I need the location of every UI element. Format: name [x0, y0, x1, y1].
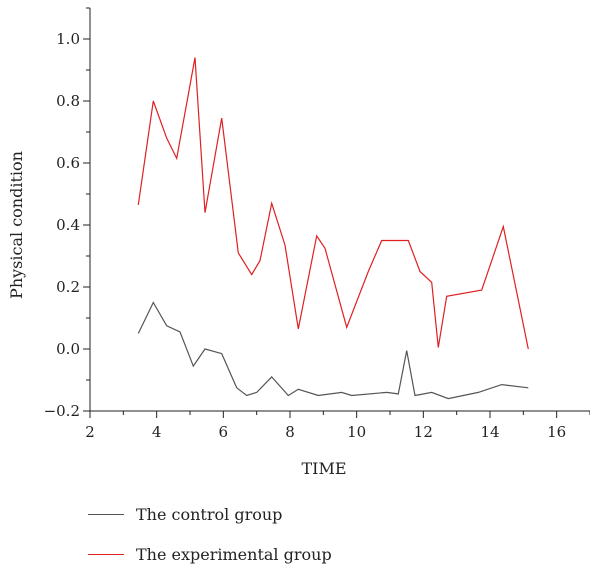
ticks: 2 4 6 8 10 12 14 16 −0.2 0.0 0.2 0.4 0.6 0.8 1.0: [44, 7, 590, 441]
x-tick-label: 2: [85, 423, 95, 441]
y-axis-title: Physical condition: [7, 151, 26, 299]
legend-item-control: The control group: [88, 500, 332, 528]
series-line-experimental: [137, 57, 529, 350]
x-tick-label: 6: [219, 423, 229, 441]
line-chart: 2 4 6 8 10 12 14 16−0.20.00.20.40.60.81.0 TIME …: [7, 7, 590, 478]
y-tick-label: 1.0: [56, 30, 80, 48]
x-axis-title: TIME: [301, 459, 346, 478]
legend-label-control: The control group: [136, 504, 283, 524]
series-line-control: [137, 301, 529, 400]
y-tick-label: 0.0: [56, 340, 80, 358]
legend-swatch-experimental: [88, 553, 124, 555]
x-tick-label: 8: [285, 423, 295, 441]
legend: The control group The experimental group: [88, 500, 332, 580]
y-tick-label: 0.6: [56, 154, 80, 172]
y-tick-label: 0.4: [56, 216, 80, 234]
y-tick-label: −0.2: [44, 402, 80, 420]
legend-label-experimental: The experimental group: [136, 544, 332, 564]
y-tick-label: 0.8: [56, 92, 80, 110]
x-tick-label: 12: [414, 423, 433, 441]
x-tick-label: 16: [547, 423, 566, 441]
x-tick-label: 14: [480, 423, 499, 441]
x-tick-label: 10: [347, 423, 366, 441]
axes: [89, 8, 590, 412]
x-tick-label: 4: [152, 423, 162, 441]
legend-swatch-control: [88, 513, 124, 515]
legend-item-experimental: The experimental group: [88, 540, 332, 568]
y-tick-label: 0.2: [56, 278, 80, 296]
series-layer: [137, 57, 529, 400]
